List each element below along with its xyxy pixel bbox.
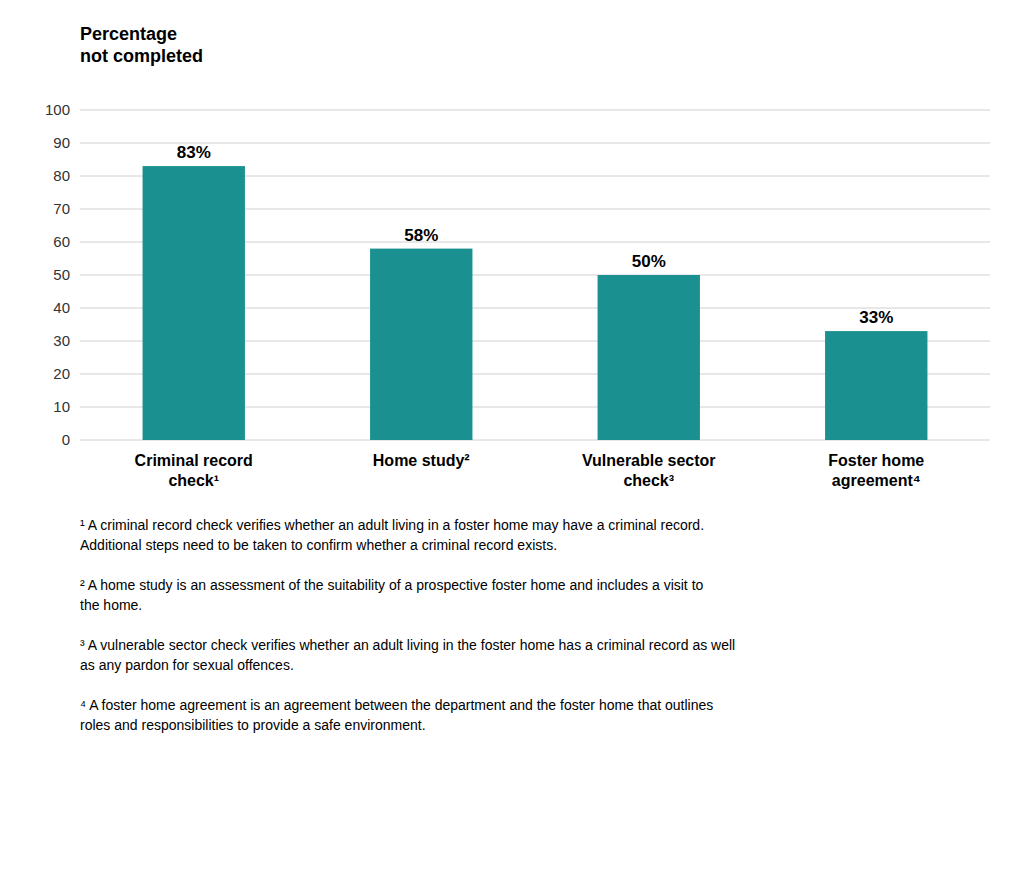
footnote: ³ A vulnerable sector check verifies whe…	[80, 637, 735, 673]
footnote: ⁴ A foster home agreement is an agreemen…	[80, 697, 713, 733]
bars	[143, 166, 928, 440]
data-label: 33%	[859, 308, 893, 327]
data-label: 58%	[404, 226, 438, 245]
y-axis-label: Percentagenot completed	[80, 24, 203, 66]
x-tick-label: Foster homeagreement⁴	[828, 452, 924, 489]
y-tick-label: 20	[53, 365, 70, 382]
y-tick-label: 0	[62, 431, 70, 448]
y-tick-label: 90	[53, 134, 70, 151]
y-tick-label: 100	[45, 101, 70, 118]
y-tick-label: 40	[53, 299, 70, 316]
bar	[598, 275, 700, 440]
bar	[143, 166, 245, 440]
grid-line	[80, 110, 990, 111]
y-tick-label: 80	[53, 167, 70, 184]
chart: Percentagenot completed 0 10 20 30 40 50 60 70 80…	[0, 0, 1024, 878]
y-tick-label: 70	[53, 200, 70, 217]
y-tick-label: 50	[53, 266, 70, 283]
x-tick-label: Home study²	[373, 452, 470, 469]
x-tick-label: Vulnerable sectorcheck³	[582, 452, 716, 489]
grid-line	[80, 143, 990, 144]
grid	[80, 110, 990, 440]
footnote: ¹ A criminal record check verifies wheth…	[80, 517, 704, 553]
x-tick-label: Criminal recordcheck¹	[135, 452, 253, 489]
footnote: ² A home study is an assessment of the s…	[80, 577, 704, 613]
y-tick-label: 60	[53, 233, 70, 250]
data-label: 50%	[632, 252, 666, 271]
y-tick-label: 30	[53, 332, 70, 349]
y-tick-label: 10	[53, 398, 70, 415]
bar	[370, 249, 472, 440]
data-label: 83%	[177, 143, 211, 162]
bar	[825, 331, 927, 440]
